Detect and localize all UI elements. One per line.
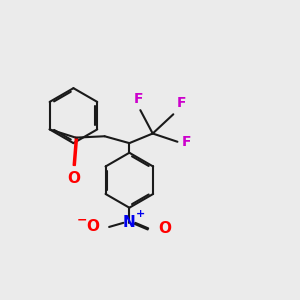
Text: +: + xyxy=(136,209,145,219)
Text: F: F xyxy=(134,92,143,106)
Text: F: F xyxy=(176,96,186,110)
Text: O: O xyxy=(86,219,99,234)
Text: F: F xyxy=(182,135,191,149)
Text: N: N xyxy=(123,215,136,230)
Text: O: O xyxy=(158,221,171,236)
Text: −: − xyxy=(76,214,87,226)
Text: O: O xyxy=(67,171,80,186)
